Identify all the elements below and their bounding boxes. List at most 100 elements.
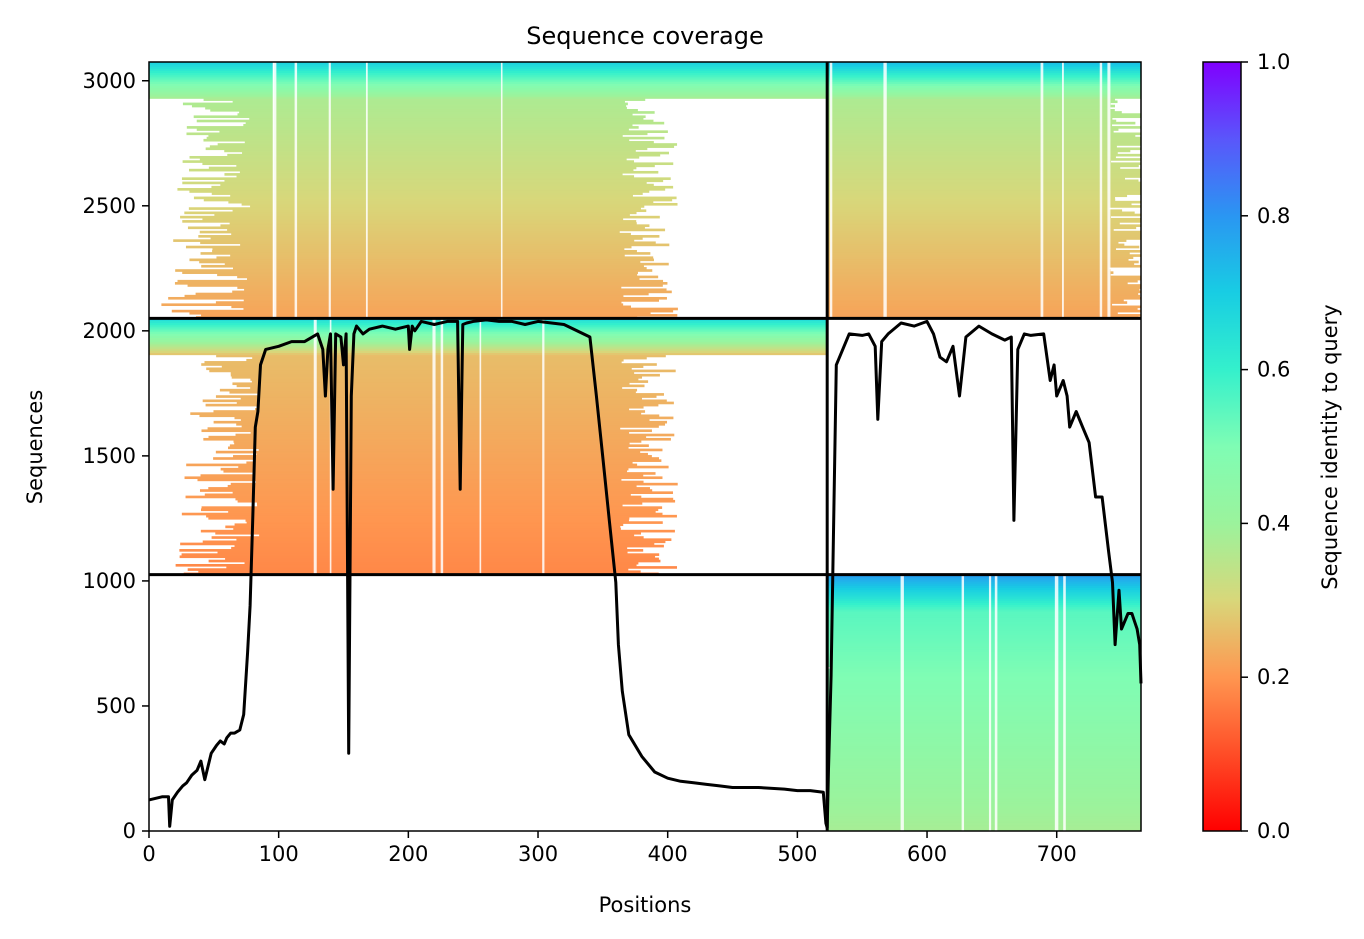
- heatmap-row: [828, 813, 1141, 817]
- heatmap-row: [211, 192, 643, 195]
- heatmap-row: [827, 692, 1141, 695]
- heatmap-row: [202, 217, 624, 221]
- heatmap-row: [827, 610, 1141, 614]
- heatmap-row: [168, 296, 667, 300]
- heatmap-row: [149, 64, 828, 67]
- heatmap-row: [149, 85, 828, 89]
- heatmap-row: [149, 91, 828, 95]
- heatmap-row: [185, 495, 642, 499]
- heatmap-row: [827, 162, 1141, 166]
- heatmap-row: [827, 700, 1141, 704]
- heatmap-row: [182, 102, 628, 106]
- gap-stripe: [961, 574, 965, 831]
- heatmap-row: [231, 546, 628, 550]
- heatmap-row: [226, 566, 678, 569]
- heatmap-row: [187, 284, 663, 287]
- heatmap-row: [827, 598, 1141, 601]
- heatmap-row: [179, 549, 644, 552]
- heatmap-row: [827, 606, 1141, 610]
- gap-stripe: [500, 62, 503, 319]
- heatmap-row: [827, 811, 1141, 815]
- heatmap-row: [827, 303, 1113, 307]
- heatmap-row: [827, 820, 1141, 823]
- heatmap-row: [827, 758, 1141, 762]
- heatmap-row: [827, 305, 1141, 309]
- heatmap-row: [827, 70, 1141, 74]
- heatmap-row: [827, 230, 1141, 234]
- heatmap-row: [232, 290, 672, 294]
- heatmap-row: [236, 401, 674, 405]
- heatmap-row: [253, 459, 662, 462]
- heatmap-row: [827, 256, 1134, 260]
- heatmap-row: [827, 158, 1141, 161]
- gap-stripe: [440, 318, 444, 575]
- heatmap-row: [175, 269, 653, 272]
- heatmap-row: [827, 232, 1141, 236]
- heatmap-row: [201, 363, 657, 366]
- gap-stripe: [994, 574, 998, 831]
- heatmap-row: [161, 303, 624, 307]
- heatmap-row: [149, 66, 828, 69]
- heatmap-row: [827, 628, 1141, 631]
- heatmap-row: [827, 636, 1141, 640]
- heatmap-row: [827, 728, 1141, 732]
- heatmap-row: [827, 164, 1139, 168]
- heatmap-row: [827, 790, 1141, 794]
- heatmap-row: [827, 126, 1141, 129]
- heatmap-row: [827, 760, 1141, 764]
- heatmap-row: [149, 346, 828, 349]
- heatmap-row: [220, 183, 654, 187]
- heatmap-row: [174, 282, 668, 285]
- heatmap-row: [827, 196, 1116, 200]
- heatmap-row: [229, 222, 637, 225]
- heatmap-row: [827, 153, 1141, 157]
- heatmap-row: [200, 529, 675, 533]
- heatmap-row: [230, 371, 635, 375]
- heatmap-row: [234, 523, 624, 527]
- heatmap-row: [173, 239, 635, 242]
- heatmap-row: [256, 452, 648, 456]
- heatmap-row: [827, 130, 1114, 133]
- heatmap-row: [149, 331, 828, 334]
- heatmap-row: [206, 367, 632, 371]
- heatmap-row: [245, 121, 665, 125]
- heatmap-row: [149, 322, 828, 326]
- heatmap-row: [827, 282, 1128, 285]
- heatmap-row: [149, 343, 828, 347]
- heatmap-row: [182, 220, 637, 223]
- heatmap-row: [233, 527, 621, 531]
- heatmap-row: [246, 461, 633, 465]
- heatmap-row: [827, 653, 1141, 657]
- heatmap-row: [827, 766, 1141, 770]
- heatmap-row: [224, 173, 623, 176]
- heatmap-row: [827, 608, 1141, 612]
- heatmap-row: [827, 683, 1141, 687]
- heatmap-row: [827, 170, 1141, 174]
- heatmap-row: [827, 596, 1141, 599]
- heatmap-row: [827, 254, 1141, 257]
- heatmap-row: [827, 670, 1141, 674]
- heatmap-row: [827, 657, 1141, 661]
- heatmap-row: [827, 687, 1141, 691]
- heatmap-row: [232, 100, 625, 104]
- heatmap-row: [227, 484, 637, 488]
- heatmap-row: [827, 578, 1141, 582]
- heatmap-row: [232, 267, 647, 270]
- heatmap-row: [190, 412, 642, 415]
- heatmap-row: [829, 666, 1141, 670]
- heatmap-row: [827, 151, 1118, 155]
- heatmap-row: [219, 388, 638, 392]
- heatmap-row: [228, 200, 654, 204]
- heatmap-row: [210, 237, 643, 240]
- heatmap-row: [250, 386, 623, 390]
- heatmap-row: [237, 275, 659, 279]
- chain-boundary-lines: [149, 62, 1141, 831]
- heatmap-row: [212, 249, 637, 253]
- heatmap-row: [177, 188, 666, 191]
- colorbar-tick-label: 1.0: [1257, 50, 1290, 74]
- heatmap-row: [827, 773, 1141, 776]
- heatmap-row: [827, 138, 1141, 142]
- heatmap-row: [149, 89, 828, 93]
- heatmap-row: [205, 106, 627, 110]
- heatmap-row: [827, 175, 1141, 178]
